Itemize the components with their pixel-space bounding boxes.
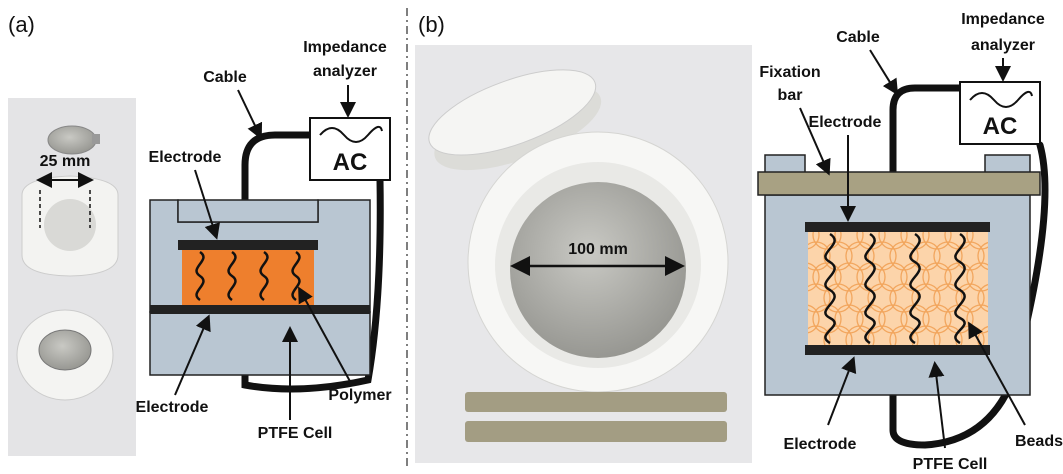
ac-label: AC [333,149,368,176]
cell-label: PTFE Cell [258,425,333,442]
cable-label: Cable [836,29,880,46]
fixation-label: Fixation [759,64,820,81]
dimension-label: 100 mm [568,241,628,258]
analyzer-label: analyzer [971,37,1035,54]
analyzer-label: Impedance [961,11,1045,28]
panel-label: (b) [418,12,445,37]
cell-label: PTFE Cell [913,456,988,473]
panel-label: (a) [8,12,35,37]
analyzer-label: Impedance [303,39,387,56]
analyzer-label: analyzer [313,63,377,80]
electrode-label: Electrode [809,114,882,131]
ac-label: AC [983,113,1018,140]
dimension-label: 25 mm [40,153,91,170]
electrode-label: Electrode [784,436,857,453]
figure: (a) 25 mm AC Impedance analyz [0,0,1063,474]
photo-a [8,98,136,456]
polymer-label: Polymer [328,387,391,404]
beads-label: Beads [1015,433,1063,450]
cable-label: Cable [203,69,247,86]
electrode-label: Electrode [149,149,222,166]
schematic-b [758,50,1045,448]
electrode-label: Electrode [136,399,209,416]
fixation-label: bar [778,87,803,104]
schematic-a [150,85,390,420]
